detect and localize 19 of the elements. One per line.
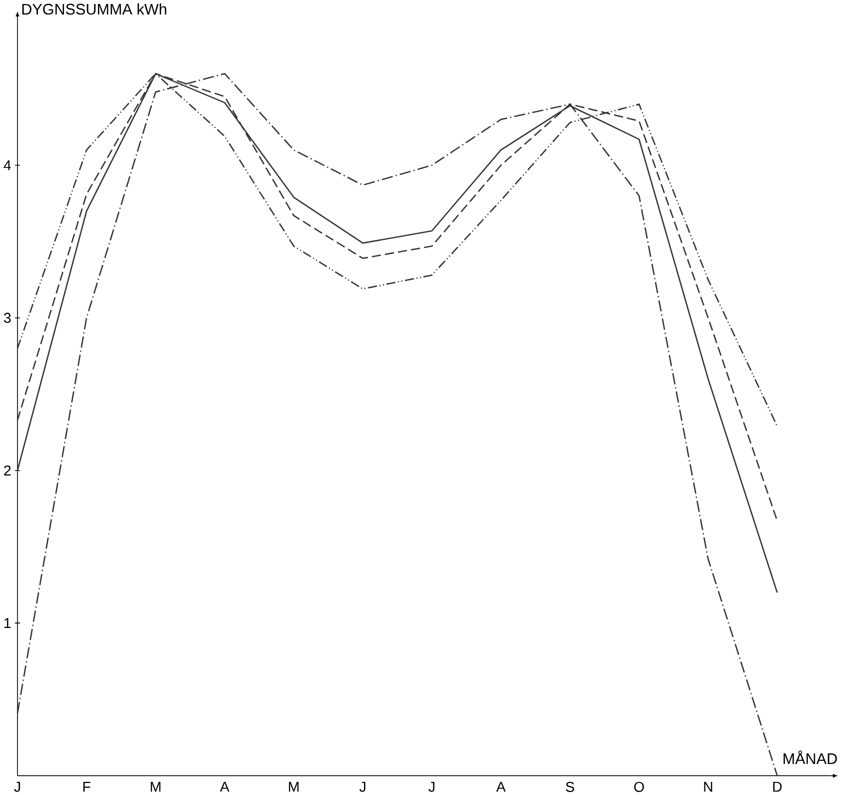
y-axis-title: DYGNSSUMMA kWh: [22, 3, 166, 14]
x-tick-label: A: [220, 782, 230, 792]
y-tick-label: 4: [4, 160, 11, 170]
x-tick-label: J: [428, 782, 434, 792]
x-tick-label: N: [704, 782, 712, 792]
line-series: [16, 72, 778, 776]
x-tick-label: A: [496, 782, 506, 792]
x-axis-title: MÅNAD: [784, 750, 837, 764]
y-tick-label: 2: [4, 465, 11, 476]
x-tick-label: J: [14, 782, 20, 792]
x-tick-label: J: [359, 782, 366, 792]
x-tick-label: F: [83, 782, 90, 792]
x-tick-label: O: [634, 782, 644, 792]
x-tick-label: M: [288, 782, 299, 792]
x-tick-label: D: [773, 782, 782, 792]
x-tick-label: M: [150, 782, 160, 792]
x-tick-label: S: [566, 782, 574, 792]
y-tick-label: 3: [4, 312, 11, 323]
y-tick-label: 1: [4, 618, 11, 628]
